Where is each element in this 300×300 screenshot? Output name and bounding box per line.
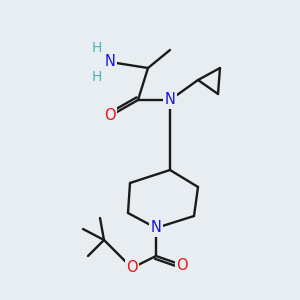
Text: N: N [105,55,116,70]
Text: H: H [92,70,102,84]
Text: N: N [151,220,161,236]
Text: O: O [176,257,188,272]
Text: O: O [126,260,138,275]
Text: H: H [92,41,102,55]
Text: N: N [165,92,176,107]
Text: O: O [104,109,116,124]
